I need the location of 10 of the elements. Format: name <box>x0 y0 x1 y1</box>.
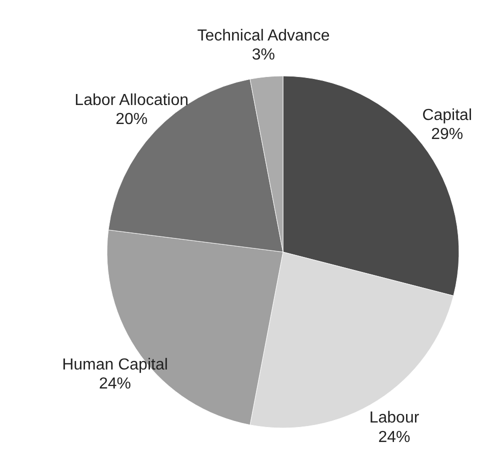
slice-label: Technical Advance <box>197 27 330 44</box>
slice-label: Labor Allocation <box>74 92 189 110</box>
data-label: 24% <box>378 428 410 446</box>
data-label: 20% <box>116 111 148 128</box>
data-label: 24% <box>98 375 131 392</box>
data-label: 29% <box>431 126 464 144</box>
slice-label: Capital <box>422 106 472 124</box>
slice-label: Human Capital <box>62 356 168 374</box>
data-label: 3% <box>252 46 276 64</box>
slice-label: Labour <box>369 410 420 427</box>
